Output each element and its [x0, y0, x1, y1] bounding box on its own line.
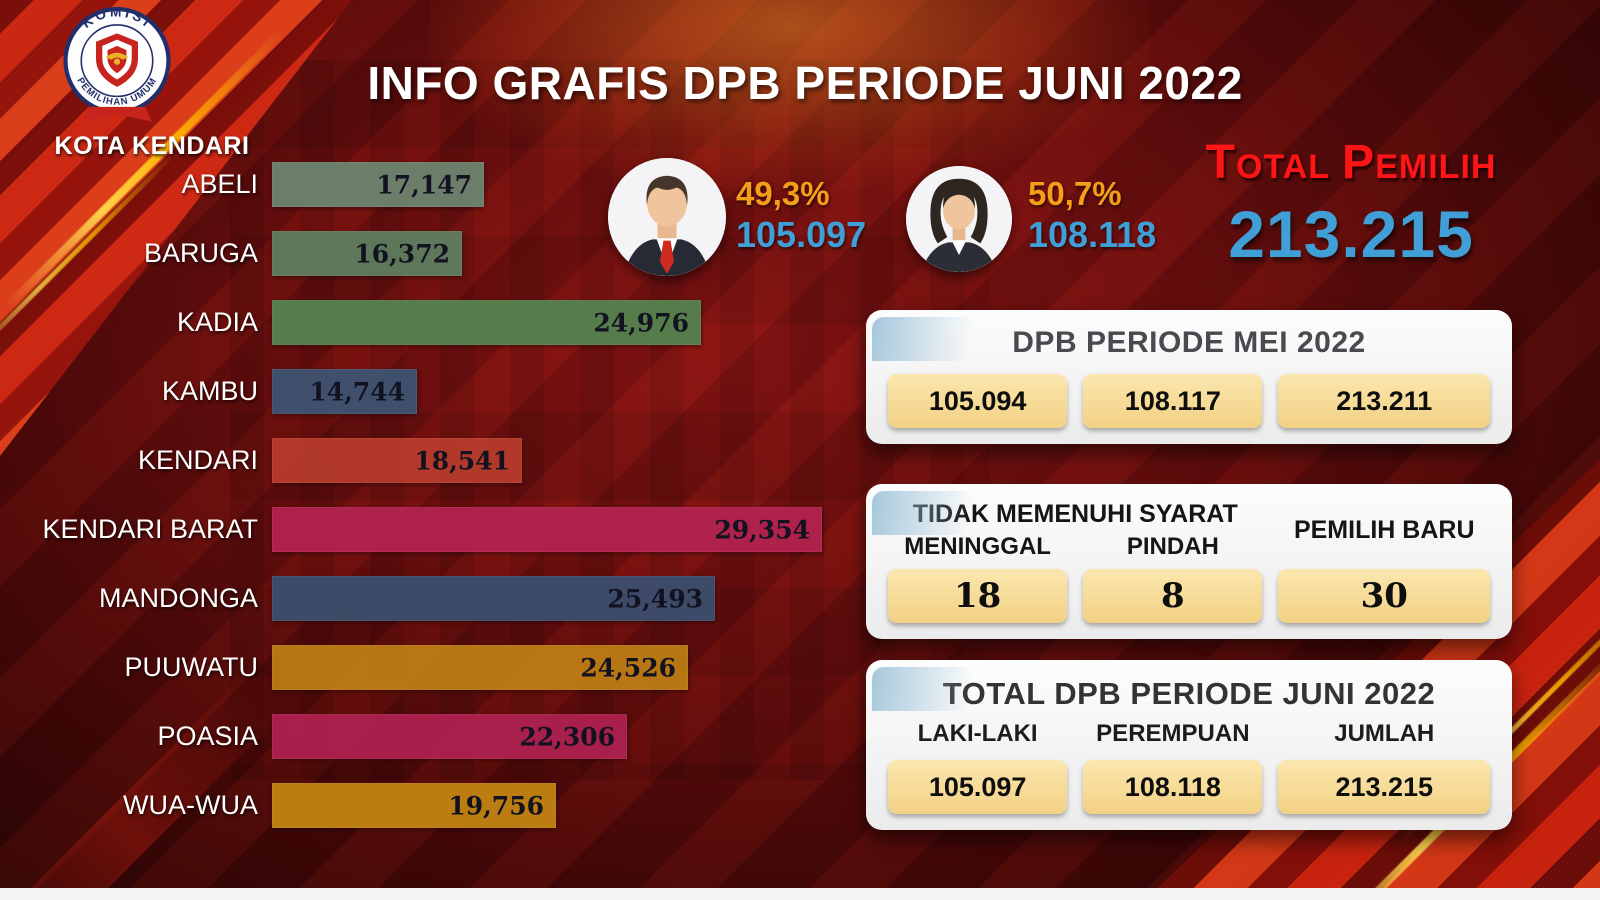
card-tms-pemilih-baru: TIDAK MEMENUHI SYARAT PEMILIH BARU MENIN… — [866, 484, 1512, 639]
bar-row: WUA-WUA 19,756 — [0, 771, 850, 840]
male-count: 105.097 — [736, 213, 867, 255]
district-bar: 17,147 — [272, 162, 484, 207]
bar-row: KENDARI 18,541 — [0, 426, 850, 495]
district-bar: 16,372 — [272, 231, 462, 276]
district-bar: 14,744 — [272, 369, 417, 414]
card-dpb-mei-title: DPB PERIODE MEI 2022 — [1012, 326, 1366, 359]
district-value: 14,744 — [309, 377, 405, 406]
total-voters-block: Total Pemilih 213.215 — [1190, 134, 1512, 272]
bar-row: KENDARI BARAT 29,354 — [0, 495, 850, 564]
district-label: ABELI — [181, 169, 258, 199]
total-voters-label: Total Pemilih — [1205, 135, 1497, 189]
district-bar: 24,526 — [272, 645, 688, 690]
meninggal-label: MENINGGAL — [904, 533, 1051, 560]
female-avatar-icon — [906, 166, 1012, 272]
kpu-logo-icon: KOMISI PEMILIHAN UMUM — [63, 6, 171, 122]
district-value: 17,147 — [376, 170, 472, 199]
pemilih-baru-value: 30 — [1278, 569, 1490, 623]
bar-row: KADIA 24,976 — [0, 288, 850, 357]
district-bar-chart: ABELI 17,147 BARUGA 16,372 KADIA 24,976 … — [0, 150, 850, 840]
bar-row: POASIA 22,306 — [0, 702, 850, 771]
juni-jumlah-value: 213.215 — [1278, 760, 1490, 814]
district-bar: 24,976 — [272, 300, 701, 345]
district-bar: 22,306 — [272, 714, 627, 759]
bar-row: BARUGA 16,372 — [0, 219, 850, 288]
bar-row: KAMBU 14,744 — [0, 357, 850, 426]
district-label: KENDARI BARAT — [42, 514, 258, 544]
district-label: MANDONGA — [98, 583, 258, 613]
total-voters-value: 213.215 — [1228, 197, 1474, 271]
bar-row: PUUWATU 24,526 — [0, 633, 850, 702]
card-total-dpb-juni: TOTAL DPB PERIODE JUNI 2022 LAKI-LAKI PE… — [866, 660, 1512, 830]
jumlah-header: JUMLAH — [1334, 720, 1435, 747]
card-juni-title: TOTAL DPB PERIODE JUNI 2022 — [942, 676, 1436, 711]
mei-laki-value: 105.094 — [888, 374, 1068, 428]
district-value: 16,372 — [354, 239, 450, 268]
district-value: 29,354 — [714, 515, 810, 544]
district-bar: 19,756 — [272, 783, 556, 828]
juni-laki-value: 105.097 — [888, 760, 1068, 814]
tms-header: TIDAK MEMENUHI SYARAT — [912, 500, 1238, 528]
pindah-value: 8 — [1083, 569, 1263, 623]
district-label: PUUWATU — [124, 652, 258, 682]
female-count: 108.118 — [1028, 213, 1157, 255]
female-stats: 50,7% 108.118 — [1028, 176, 1156, 255]
perempuan-header: PEREMPUAN — [1096, 720, 1250, 747]
district-label: BARUGA — [143, 238, 258, 268]
male-percent: 49,3% — [736, 175, 830, 212]
male-stats: 49,3% 105.097 — [736, 176, 866, 255]
card-dpb-mei: DPB PERIODE MEI 2022 105.094 108.117 213… — [866, 310, 1512, 444]
district-bar: 18,541 — [272, 438, 522, 483]
district-label: KADIA — [176, 307, 258, 337]
kpu-logo-block: KOMISI PEMILIHAN UMUM KOTA KENDARI — [46, 6, 256, 161]
female-percent: 50,7% — [1028, 175, 1122, 212]
pemilih-baru-header: PEMILIH BARU — [1293, 516, 1475, 544]
district-bar: 29,354 — [272, 507, 822, 552]
district-label: KAMBU — [161, 376, 258, 406]
region-label: KOTA KENDARI — [54, 132, 250, 160]
district-label: WUA-WUA — [123, 790, 258, 820]
mei-perempuan-value: 108.117 — [1083, 374, 1263, 428]
male-avatar-icon — [608, 158, 726, 276]
district-bar: 25,493 — [272, 576, 715, 621]
district-value: 25,493 — [607, 584, 703, 613]
laki-laki-header: LAKI-LAKI — [917, 720, 1038, 747]
district-value: 24,526 — [580, 653, 676, 682]
juni-perempuan-value: 108.118 — [1083, 760, 1263, 814]
district-value: 24,976 — [593, 308, 689, 337]
bottom-white-strip — [0, 888, 1600, 900]
decor-orange-glow — [430, 0, 1150, 190]
district-label: POASIA — [157, 721, 258, 751]
district-value: 19,756 — [448, 791, 544, 820]
district-value: 22,306 — [519, 722, 615, 751]
bar-row: ABELI 17,147 — [0, 150, 850, 219]
meninggal-value: 18 — [888, 569, 1068, 623]
district-label: KENDARI — [137, 445, 258, 475]
bar-row: MANDONGA 25,493 — [0, 564, 850, 633]
page-title: INFO GRAFIS DPB PERIODE JUNI 2022 — [367, 57, 1243, 109]
pindah-label: PINDAH — [1126, 533, 1219, 560]
district-value: 18,541 — [414, 446, 510, 475]
mei-jumlah-value: 213.211 — [1278, 374, 1490, 428]
